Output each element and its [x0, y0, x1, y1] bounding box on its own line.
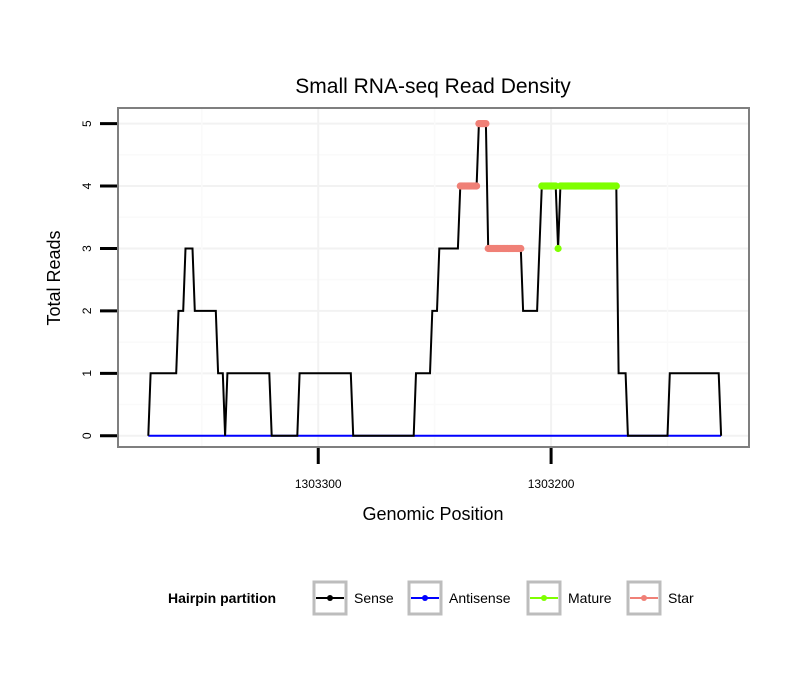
legend-dot-mature: [541, 595, 547, 601]
series-point-mature: [554, 244, 562, 253]
legend-label-star: Star: [668, 590, 694, 606]
series-point-star: [482, 120, 490, 128]
series-layer: [147, 120, 723, 437]
legend-item-sense: Sense: [312, 580, 394, 616]
legend-dot-sense: [327, 595, 333, 601]
panel-background: [118, 108, 749, 447]
y-axis: 0 1 2 3 4 5: [80, 120, 117, 439]
legend-item-antisense: Antisense: [407, 580, 511, 616]
y-tick-label: 3: [80, 245, 94, 252]
y-tick-label: 5: [80, 120, 94, 127]
legend-title: Hairpin partition: [168, 590, 276, 606]
x-axis-title: Genomic Position: [362, 504, 503, 524]
legend-label-sense: Sense: [354, 590, 394, 606]
x-tick-label: 1303200: [528, 477, 575, 491]
legend-dot-star: [641, 595, 647, 601]
series-point-star: [473, 182, 481, 190]
legend-item-mature: Mature: [526, 580, 612, 616]
y-tick-label: 0: [80, 432, 94, 439]
y-tick-label: 2: [80, 307, 94, 314]
x-tick-label: 1303300: [295, 477, 342, 491]
y-tick-label: 1: [80, 370, 94, 377]
legend: Hairpin partition Sense Antisense Mature…: [168, 580, 694, 616]
legend-item-star: Star: [626, 580, 694, 616]
series-point-star: [517, 244, 525, 253]
series-point-mature: [612, 182, 620, 190]
legend-label-mature: Mature: [568, 590, 612, 606]
y-axis-title: Total Reads: [44, 230, 64, 325]
legend-dot-antisense: [422, 595, 428, 601]
x-axis: 1303300 1303200: [295, 448, 575, 491]
legend-label-antisense: Antisense: [449, 590, 511, 606]
plot-panel: [117, 107, 750, 448]
panel-border: [117, 107, 750, 448]
y-tick-label: 4: [80, 182, 94, 189]
chart-title: Small RNA-seq Read Density: [295, 75, 571, 98]
